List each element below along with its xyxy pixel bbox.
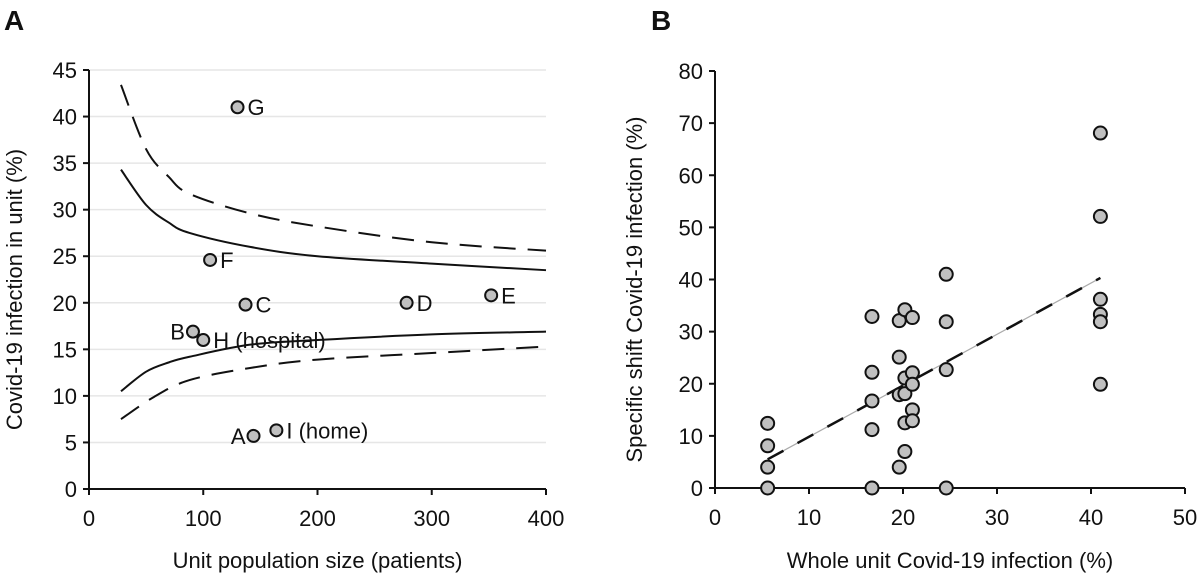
data-point xyxy=(1092,376,1108,392)
point-label: D xyxy=(417,291,433,316)
y-tick-label: 45 xyxy=(53,58,77,83)
data-point xyxy=(904,376,920,392)
point-label: F xyxy=(220,248,233,273)
data-point xyxy=(760,459,776,475)
data-point xyxy=(938,362,954,378)
y-tick-label: 10 xyxy=(53,384,77,409)
y-tick-label: 50 xyxy=(679,215,703,240)
y-tick-label: 5 xyxy=(65,430,77,455)
data-point xyxy=(904,413,920,429)
data-point xyxy=(269,423,284,438)
x-tick-label: 30 xyxy=(985,505,1009,530)
point-label: A xyxy=(231,424,246,449)
y-tick-label: 30 xyxy=(53,198,77,223)
x-tick-label: 200 xyxy=(299,506,336,531)
y-tick-label: 40 xyxy=(679,268,703,293)
data-point xyxy=(246,428,261,443)
data-point xyxy=(864,422,880,438)
point-label: E xyxy=(501,283,516,308)
panel-label-b: B xyxy=(651,5,671,36)
panel-label-a: A xyxy=(4,5,24,36)
trendline xyxy=(767,276,1101,461)
data-point xyxy=(196,333,211,348)
y-axis-title: Covid-19 infection in unit (%) xyxy=(2,149,27,430)
data-point xyxy=(938,480,954,496)
data-point xyxy=(864,393,880,409)
data-point xyxy=(891,459,907,475)
x-axis-title: Whole unit Covid-19 infection (%) xyxy=(787,548,1113,573)
y-tick-label: 80 xyxy=(679,59,703,84)
data-point xyxy=(760,480,776,496)
x-tick-label: 40 xyxy=(1079,505,1103,530)
data-point xyxy=(185,324,200,339)
data-point xyxy=(230,100,245,115)
point-label: H (hospital) xyxy=(213,328,325,353)
y-axis-title: Specific shift Covid-19 infection (%) xyxy=(622,116,647,462)
point-label: C xyxy=(256,293,272,318)
y-tick-label: 25 xyxy=(53,244,77,269)
data-point xyxy=(760,415,776,431)
data-point xyxy=(760,438,776,454)
data-point xyxy=(864,364,880,380)
data-point xyxy=(938,266,954,282)
x-tick-label: 50 xyxy=(1173,505,1197,530)
data-point xyxy=(1092,314,1108,330)
x-axis-title: Unit population size (patients) xyxy=(173,548,463,573)
data-point xyxy=(484,288,499,303)
data-point xyxy=(897,444,913,460)
y-tick-label: 0 xyxy=(691,476,703,501)
x-tick-label: 20 xyxy=(891,505,915,530)
data-point xyxy=(203,252,218,267)
data-point xyxy=(1092,208,1108,224)
point-label: I (home) xyxy=(286,418,368,443)
y-tick-label: 40 xyxy=(53,105,77,130)
data-point xyxy=(864,480,880,496)
panel-b-chart: 0 10 20 30 40 50 60 70 80 0 10 20 30 40 50 Whole unit C… xyxy=(622,59,1197,573)
y-tick-label: 30 xyxy=(679,320,703,345)
y-tick-label: 35 xyxy=(53,151,77,176)
data-point xyxy=(938,314,954,330)
lower-outer-limit-curve xyxy=(120,345,547,420)
data-point xyxy=(238,297,253,312)
y-tick-label: 70 xyxy=(679,111,703,136)
data-point xyxy=(1092,125,1108,141)
point-label: B xyxy=(170,320,185,345)
data-point xyxy=(891,349,907,365)
data-point xyxy=(1092,291,1108,307)
x-tick-label: 300 xyxy=(413,506,450,531)
data-point xyxy=(399,295,414,310)
data-point xyxy=(864,309,880,325)
data-point xyxy=(904,310,920,326)
y-tick-label: 15 xyxy=(53,337,77,362)
y-tick-label: 10 xyxy=(679,424,703,449)
point-label: G xyxy=(248,95,265,120)
x-tick-label: 0 xyxy=(83,506,95,531)
y-tick-label: 20 xyxy=(53,291,77,316)
x-tick-label: 100 xyxy=(185,506,222,531)
panel-a-chart: 0 5 10 15 20 25 30 35 40 45 0 100 200 300 400 Unit popu… xyxy=(2,58,564,573)
x-tick-label: 10 xyxy=(797,505,821,530)
upper-inner-limit-curve xyxy=(120,169,547,272)
lower-inner-limit-curve xyxy=(120,330,547,393)
upper-outer-limit-curve xyxy=(120,84,547,252)
x-tick-label: 400 xyxy=(528,506,565,531)
y-tick-label: 20 xyxy=(679,372,703,397)
y-tick-label: 60 xyxy=(679,163,703,188)
y-tick-label: 0 xyxy=(65,477,77,502)
x-tick-label: 0 xyxy=(709,505,721,530)
